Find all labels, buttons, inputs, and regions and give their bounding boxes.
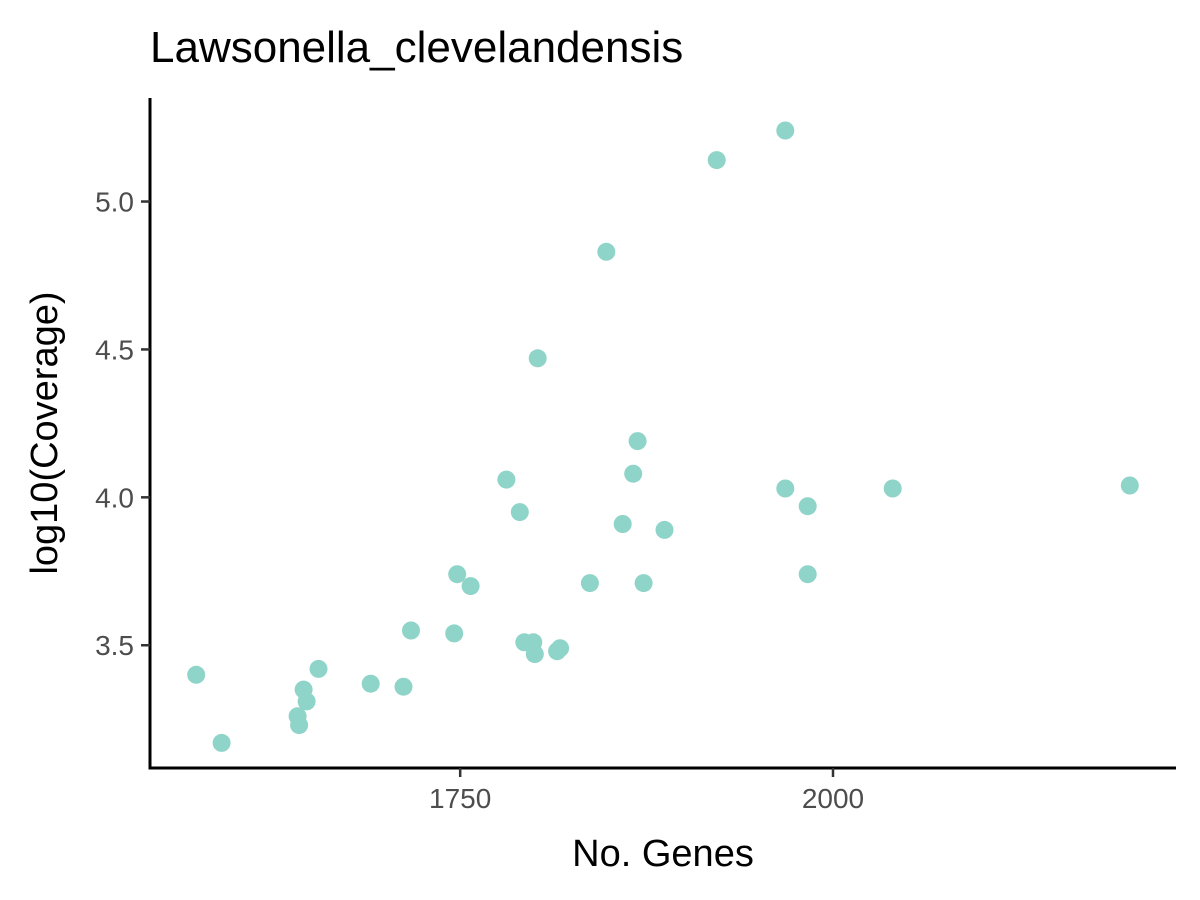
y-tick-label: 5.0	[95, 187, 134, 218]
data-point	[448, 565, 467, 584]
data-point	[394, 677, 413, 696]
x-tick-label: 2000	[802, 783, 864, 814]
data-point	[290, 716, 309, 735]
data-point	[551, 639, 570, 658]
data-point	[580, 574, 599, 593]
plot-area	[187, 121, 1139, 752]
data-point	[798, 497, 817, 516]
data-point	[655, 520, 674, 539]
data-point	[212, 733, 231, 752]
data-point	[798, 565, 817, 584]
data-point	[187, 665, 206, 684]
data-point	[776, 121, 795, 140]
data-point	[528, 349, 547, 368]
data-point	[634, 574, 653, 593]
data-point	[1120, 476, 1139, 495]
x-axis-title: No. Genes	[572, 833, 754, 875]
data-point	[445, 624, 464, 643]
data-point	[510, 503, 529, 522]
data-point	[309, 659, 328, 678]
y-tick-label: 4.5	[95, 334, 134, 365]
data-point	[597, 242, 616, 261]
x-axis-ticks: 1750 2000	[429, 768, 864, 814]
data-point	[461, 577, 480, 596]
data-point	[297, 692, 316, 711]
y-tick-label: 3.5	[95, 630, 134, 661]
data-point	[402, 621, 420, 640]
x-tick-label: 1750	[429, 783, 491, 814]
y-tick-label: 4.0	[95, 482, 134, 513]
data-point	[497, 470, 516, 489]
data-point	[525, 645, 544, 664]
data-point	[628, 432, 647, 451]
data-point	[707, 151, 726, 170]
data-point	[883, 479, 902, 498]
y-axis-title: log10(Coverage)	[24, 291, 66, 574]
data-point	[613, 515, 632, 533]
y-axis-ticks: 3.5 4.0 4.5 5.0	[95, 187, 150, 661]
data-point	[624, 464, 643, 483]
data-point	[776, 479, 795, 498]
chart-title: Lawsonella_clevelandensis	[150, 23, 683, 72]
data-point	[361, 674, 380, 693]
